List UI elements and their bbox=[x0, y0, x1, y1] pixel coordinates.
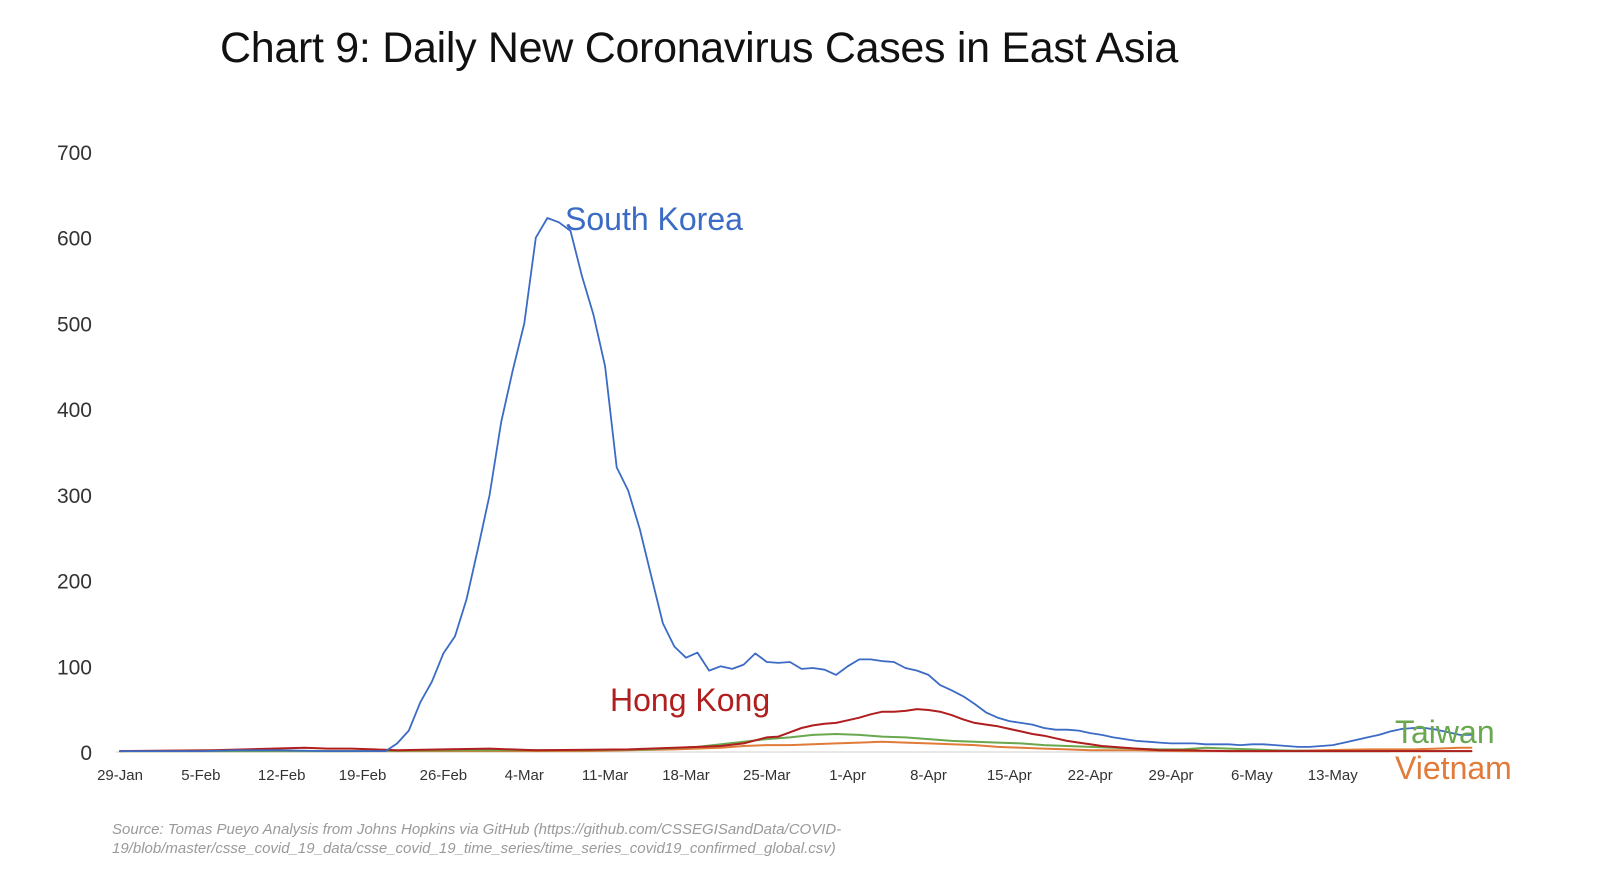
x-tick-label: 11-Mar bbox=[582, 767, 628, 784]
y-tick-label: 0 bbox=[80, 742, 92, 765]
x-tick-label: 4-Mar bbox=[505, 767, 544, 784]
x-tick-label: 5-Feb bbox=[181, 767, 220, 784]
y-axis: 0 100 200 300 400 500 600 700 bbox=[57, 142, 92, 765]
series-line-south-korea bbox=[119, 217, 1473, 752]
x-tick-label: 29-Jan bbox=[97, 767, 143, 784]
x-tick-label: 22-Apr bbox=[1068, 767, 1113, 784]
x-tick-label: 26-Feb bbox=[420, 767, 468, 784]
x-tick-label: 15-Apr bbox=[987, 767, 1032, 784]
x-tick-label: 29-Apr bbox=[1149, 767, 1194, 784]
series-label-hong-kong: Hong Kong bbox=[610, 682, 770, 718]
y-tick-label: 200 bbox=[57, 571, 92, 594]
x-axis: 29-Jan 5-Feb 12-Feb 19-Feb 26-Feb 4-Mar 11-Mar… bbox=[97, 751, 1390, 784]
chart-title: Chart 9: Daily New Coronavirus Cases in … bbox=[220, 24, 1178, 72]
x-tick-label: 19-Feb bbox=[339, 767, 387, 784]
y-tick-label: 600 bbox=[57, 228, 92, 251]
series-label-taiwan: Taiwan bbox=[1395, 714, 1495, 750]
y-tick-label: 500 bbox=[57, 313, 92, 336]
x-tick-label: 18-Mar bbox=[662, 767, 710, 784]
series-line-hong-kong bbox=[119, 708, 1473, 753]
y-tick-label: 300 bbox=[57, 485, 92, 508]
source-note: Source: Tomas Pueyo Analysis from Johns … bbox=[112, 821, 842, 857]
x-tick-label: 6-May bbox=[1231, 767, 1273, 784]
x-tick-label: 13-May bbox=[1308, 767, 1359, 784]
y-tick-label: 100 bbox=[57, 656, 92, 679]
y-tick-label: 400 bbox=[57, 399, 92, 422]
x-tick-label: 8-Apr bbox=[910, 767, 947, 784]
x-tick-label: 1-Apr bbox=[829, 767, 866, 784]
series-layer bbox=[119, 217, 1473, 753]
y-tick-label: 700 bbox=[57, 142, 92, 165]
series-label-vietnam: Vietnam bbox=[1395, 750, 1512, 786]
series-label-south-korea: South Korea bbox=[565, 201, 743, 237]
x-tick-label: 12-Feb bbox=[258, 767, 306, 784]
x-tick-label: 25-Mar bbox=[743, 767, 791, 784]
